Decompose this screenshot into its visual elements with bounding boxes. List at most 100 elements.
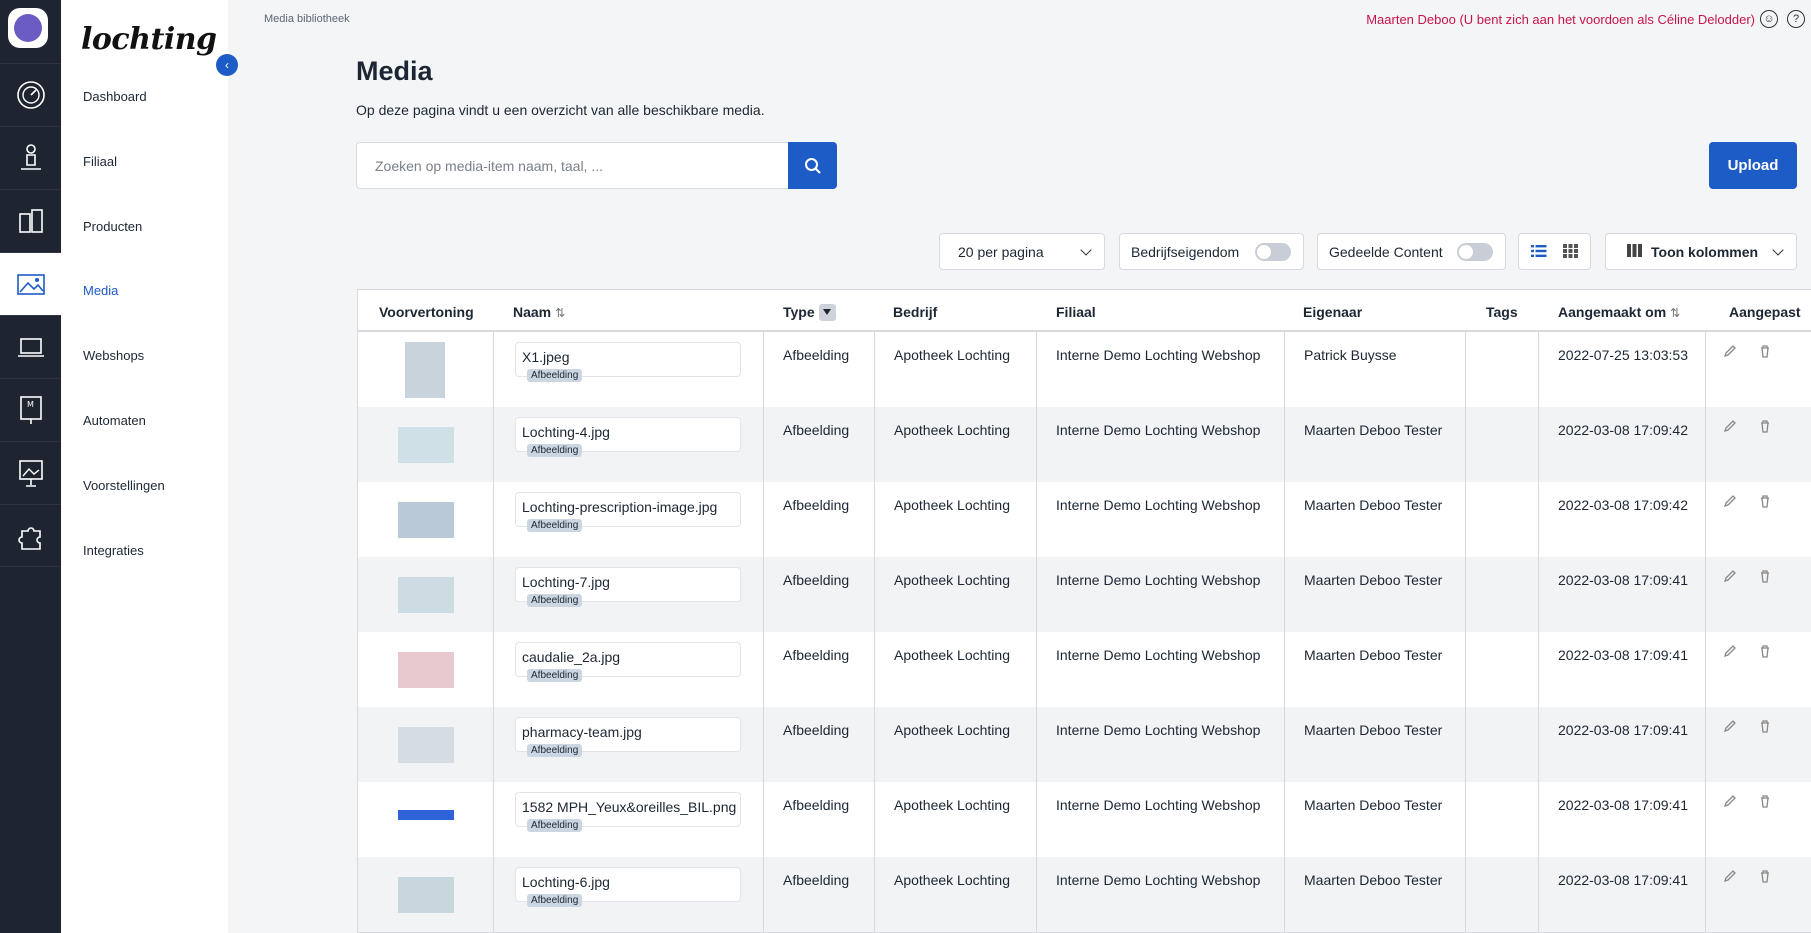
company-owned-filter[interactable]: Bedrijfseigendom bbox=[1119, 233, 1304, 270]
delete-trash-icon[interactable] bbox=[1758, 419, 1772, 433]
media-name-field[interactable]: Lochting-4.jpg Afbeelding bbox=[515, 417, 741, 457]
media-thumbnail[interactable] bbox=[398, 502, 454, 538]
media-type-tag: Afbeelding bbox=[527, 744, 583, 757]
edit-pencil-icon[interactable] bbox=[1723, 869, 1737, 883]
company-owned-toggle[interactable] bbox=[1255, 242, 1291, 261]
dashboard-gauge-icon[interactable] bbox=[0, 63, 61, 126]
media-image-icon[interactable] bbox=[0, 252, 61, 315]
edit-pencil-icon[interactable] bbox=[1723, 644, 1737, 658]
user-account-icon[interactable]: ☺ bbox=[1760, 10, 1778, 28]
nav-producten[interactable]: Producten bbox=[83, 219, 143, 234]
sort-icon[interactable]: ⇅ bbox=[555, 306, 566, 320]
presentation-icon[interactable] bbox=[0, 441, 61, 504]
integrations-puzzle-icon[interactable] bbox=[0, 504, 61, 567]
media-name-field[interactable]: caudalie_2a.jpg Afbeelding bbox=[515, 642, 741, 682]
collapse-sidebar-button[interactable]: ‹ bbox=[216, 54, 238, 76]
column-divider bbox=[1465, 290, 1466, 932]
media-company: Apotheek Lochting bbox=[894, 497, 1010, 513]
products-icon[interactable] bbox=[0, 189, 61, 252]
nav-integraties[interactable]: Integraties bbox=[83, 543, 144, 558]
media-thumbnail[interactable] bbox=[398, 427, 454, 463]
shared-content-filter[interactable]: Gedeelde Content bbox=[1317, 233, 1506, 270]
table-row[interactable]: Lochting-prescription-image.jpg Afbeeldin… bbox=[358, 482, 1811, 557]
media-name-field[interactable]: Lochting-prescription-image.jpg Afbeeldin… bbox=[515, 492, 741, 532]
media-branch: Interne Demo Lochting Webshop bbox=[1056, 347, 1261, 363]
nav-automaten[interactable]: Automaten bbox=[83, 413, 146, 428]
media-name-field[interactable]: Lochting-7.jpg Afbeelding bbox=[515, 567, 741, 607]
search-button[interactable] bbox=[788, 142, 837, 189]
page-subtitle: Op deze pagina vindt u een overzicht van… bbox=[356, 102, 765, 118]
media-thumbnail[interactable] bbox=[398, 577, 454, 613]
table-row[interactable]: Lochting-6.jpg Afbeelding Afbeelding Apothe… bbox=[358, 857, 1811, 932]
media-thumbnail[interactable] bbox=[398, 877, 454, 913]
nav-voorstellingen[interactable]: Voorstellingen bbox=[83, 478, 165, 493]
media-company: Apotheek Lochting bbox=[894, 872, 1010, 888]
brand-logo: lochting bbox=[81, 22, 217, 57]
nav-webshops[interactable]: Webshops bbox=[83, 348, 145, 363]
header-name[interactable]: Naam ⇅ bbox=[513, 304, 565, 320]
person-icon[interactable] bbox=[0, 126, 61, 189]
media-thumbnail[interactable] bbox=[398, 727, 454, 763]
edit-pencil-icon[interactable] bbox=[1723, 569, 1737, 583]
grid-view-icon[interactable] bbox=[1563, 244, 1578, 261]
delete-trash-icon[interactable] bbox=[1758, 644, 1772, 658]
delete-trash-icon[interactable] bbox=[1758, 344, 1772, 358]
table-row[interactable]: caudalie_2a.jpg Afbeelding Afbeelding Apoth… bbox=[358, 632, 1811, 707]
filter-icon[interactable] bbox=[818, 303, 836, 321]
media-table: X1.jpeg Afbeelding Afbeelding Apotheek Loch… bbox=[357, 289, 1811, 933]
media-thumbnail[interactable] bbox=[405, 342, 445, 398]
app-logo-icon[interactable] bbox=[8, 8, 48, 48]
edit-pencil-icon[interactable] bbox=[1723, 344, 1737, 358]
media-name-field[interactable]: Lochting-6.jpg Afbeelding bbox=[515, 867, 741, 907]
media-thumbnail[interactable] bbox=[398, 810, 454, 820]
media-type-tag: Afbeelding bbox=[527, 369, 583, 382]
nav-filiaal[interactable]: Filiaal bbox=[83, 154, 117, 169]
vending-machine-icon[interactable]: M bbox=[0, 378, 61, 441]
edit-pencil-icon[interactable] bbox=[1723, 794, 1737, 808]
table-row[interactable]: X1.jpeg Afbeelding Afbeelding Apotheek Loch… bbox=[358, 332, 1811, 407]
media-name-field[interactable]: pharmacy-team.jpg Afbeelding bbox=[515, 717, 741, 757]
header-type[interactable]: Type bbox=[783, 303, 836, 322]
search-input[interactable] bbox=[356, 142, 788, 189]
delete-trash-icon[interactable] bbox=[1758, 494, 1772, 508]
media-company: Apotheek Lochting bbox=[894, 572, 1010, 588]
media-owner: Maarten Deboo Tester bbox=[1304, 572, 1443, 588]
nav-media[interactable]: Media bbox=[83, 283, 119, 298]
table-row[interactable]: Lochting-7.jpg Afbeelding Afbeelding Apothe… bbox=[358, 557, 1811, 632]
column-divider bbox=[874, 290, 875, 932]
edit-pencil-icon[interactable] bbox=[1723, 419, 1737, 433]
media-created: 2022-03-08 17:09:42 bbox=[1558, 422, 1688, 438]
media-name-field[interactable]: 1582 MPH_Yeux&oreilles_BIL.png Afbeelding bbox=[515, 792, 741, 832]
delete-trash-icon[interactable] bbox=[1758, 569, 1772, 583]
media-owner: Maarten Deboo Tester bbox=[1304, 722, 1443, 738]
columns-select[interactable]: Toon kolommen bbox=[1605, 233, 1797, 270]
table-row[interactable]: Lochting-4.jpg Afbeelding Afbeelding Apothe… bbox=[358, 407, 1811, 482]
sort-icon[interactable]: ⇅ bbox=[1670, 306, 1681, 320]
header-created[interactable]: Aangemaakt om ⇅ bbox=[1558, 304, 1680, 320]
media-company: Apotheek Lochting bbox=[894, 422, 1010, 438]
media-branch: Interne Demo Lochting Webshop bbox=[1056, 797, 1261, 813]
delete-trash-icon[interactable] bbox=[1758, 794, 1772, 808]
media-created: 2022-03-08 17:09:42 bbox=[1558, 497, 1688, 513]
media-type: Afbeelding bbox=[783, 722, 850, 738]
media-name-field[interactable]: X1.jpeg Afbeelding bbox=[515, 342, 741, 382]
webshop-laptop-icon[interactable] bbox=[0, 315, 61, 378]
upload-button[interactable]: Upload bbox=[1709, 142, 1797, 189]
table-row[interactable]: pharmacy-team.jpg Afbeelding Afbeelding Apo… bbox=[358, 707, 1811, 782]
table-row[interactable]: 1582 MPH_Yeux&oreilles_BIL.png Afbeelding… bbox=[358, 782, 1811, 857]
list-view-icon[interactable] bbox=[1531, 244, 1547, 261]
edit-pencil-icon[interactable] bbox=[1723, 494, 1737, 508]
per-page-select[interactable]: 20 per pagina bbox=[939, 233, 1105, 270]
media-thumbnail[interactable] bbox=[398, 652, 454, 688]
help-icon[interactable]: ? bbox=[1787, 10, 1805, 28]
shared-content-toggle[interactable] bbox=[1457, 242, 1493, 261]
view-switcher bbox=[1518, 233, 1591, 270]
impersonation-notice[interactable]: Maarten Deboo (U bent zich aan het voord… bbox=[1366, 12, 1755, 27]
edit-pencil-icon[interactable] bbox=[1723, 719, 1737, 733]
delete-trash-icon[interactable] bbox=[1758, 869, 1772, 883]
chevron-down-icon bbox=[1080, 243, 1092, 256]
nav-dashboard[interactable]: Dashboard bbox=[83, 89, 147, 104]
delete-trash-icon[interactable] bbox=[1758, 719, 1772, 733]
breadcrumb[interactable]: Media bibliotheek bbox=[264, 13, 350, 25]
media-name: Lochting-6.jpg bbox=[522, 874, 610, 890]
